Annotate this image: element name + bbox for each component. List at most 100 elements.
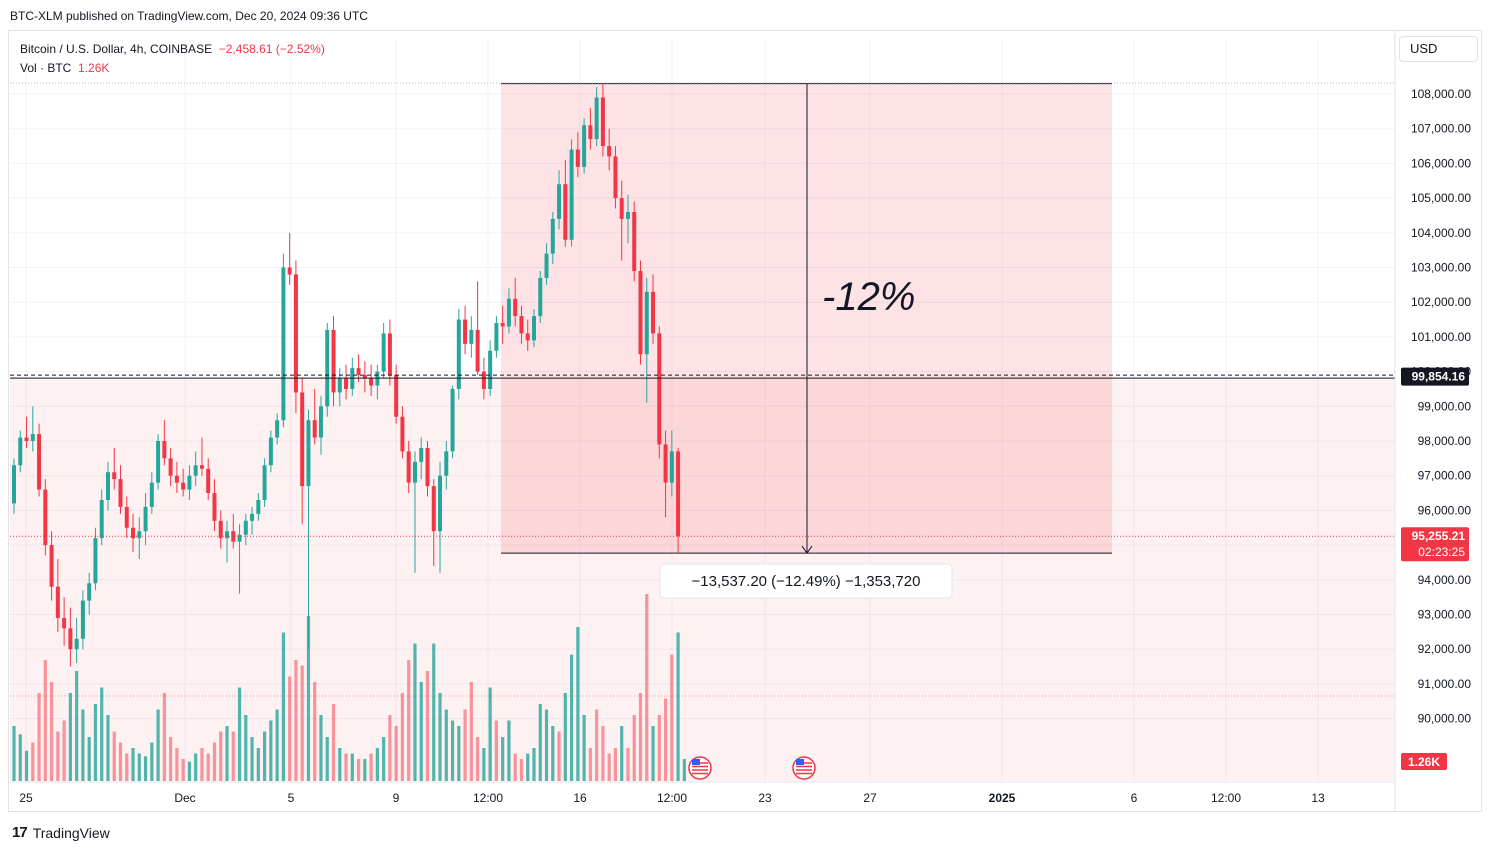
volume-bar	[187, 761, 192, 781]
volume-bar	[576, 627, 580, 781]
volume-bar	[595, 709, 599, 781]
time-tick-label: 25	[19, 791, 33, 805]
candle-body	[337, 378, 342, 393]
volume-bar	[369, 753, 373, 781]
tradingview-logo-icon: 17	[12, 824, 28, 841]
volume-bar	[532, 748, 536, 781]
candle-body	[513, 298, 518, 317]
volume-bar	[31, 742, 35, 781]
reference-price-label: 99,854.16	[1412, 370, 1466, 384]
candle-body	[137, 531, 142, 539]
candle-body	[362, 375, 367, 379]
volume-bar	[682, 759, 686, 781]
candle-body	[87, 583, 92, 601]
volume-bar	[125, 753, 129, 781]
candle-body	[456, 319, 461, 389]
candle-body	[174, 475, 179, 483]
volume-bar	[93, 704, 98, 781]
time-tick-label: 12:00	[473, 791, 503, 805]
candle-body	[281, 267, 286, 421]
chart-frame	[8, 30, 1482, 812]
volume-bar	[306, 616, 311, 781]
time-tick-label: 12:00	[657, 791, 687, 805]
volume-bar	[263, 731, 267, 781]
candle-body	[525, 333, 530, 341]
candle-body	[293, 274, 298, 393]
volume-bar	[250, 737, 254, 781]
volume-bar	[356, 759, 361, 781]
tradingview-brand[interactable]: 17 TradingView	[12, 824, 110, 841]
candle-body	[657, 333, 662, 445]
symbol-line: Bitcoin / U.S. Dollar, 4h, COINBASE −2,4…	[20, 40, 325, 59]
time-tick-label: 16	[573, 791, 587, 805]
volume-bar	[551, 726, 555, 781]
candle-body	[450, 388, 455, 452]
volume-bar	[538, 704, 542, 781]
candle-body	[168, 458, 173, 476]
candle-body	[475, 329, 480, 372]
candle-body	[49, 545, 54, 587]
symbol-name: Bitcoin / U.S. Dollar, 4h, COINBASE	[20, 42, 213, 56]
candle-body	[131, 527, 136, 539]
candle-body	[438, 475, 443, 532]
candle-body	[550, 218, 555, 254]
volume-bar	[87, 737, 91, 781]
candle-body	[381, 333, 386, 372]
volume-bar	[225, 726, 229, 781]
volume-bar	[375, 748, 379, 781]
volume-bar	[56, 731, 60, 781]
volume-bar	[557, 731, 561, 781]
reference-price-badge	[1401, 367, 1469, 386]
candle-body	[156, 441, 161, 483]
volume-bar	[563, 693, 567, 781]
volume-bar	[300, 665, 304, 781]
candle-body	[112, 472, 117, 480]
volume-label: Vol · BTC	[20, 61, 72, 75]
candle-body	[506, 298, 511, 327]
candle-body	[557, 184, 562, 219]
price-tick-label: 101,000.00	[1411, 330, 1471, 344]
volume-bar	[438, 693, 442, 781]
candle-body	[481, 371, 486, 389]
candle-body	[237, 534, 242, 542]
candle-body	[143, 506, 148, 532]
candle-body	[12, 465, 16, 504]
volume-bar	[24, 750, 29, 781]
volume-bar	[620, 726, 624, 781]
candle-body	[406, 451, 411, 483]
candle-body	[538, 277, 543, 317]
currency-button[interactable]: USD	[1399, 36, 1478, 62]
candle-body	[400, 416, 405, 452]
price-tick-label: 102,000.00	[1411, 295, 1471, 309]
volume-bar	[331, 704, 336, 781]
volume-bar	[663, 698, 668, 781]
percent-annotation: -12%	[822, 275, 915, 319]
volume-bar	[582, 715, 586, 781]
volume-bar	[75, 671, 79, 781]
volume-bar	[206, 753, 210, 781]
candle-body	[469, 329, 474, 344]
chart-legend: Bitcoin / U.S. Dollar, 4h, COINBASE −2,4…	[20, 40, 325, 78]
candle-body	[644, 291, 649, 355]
candle-body	[99, 499, 104, 539]
candle-body	[68, 628, 73, 650]
volume-bar	[212, 742, 217, 781]
candle-body	[531, 316, 536, 341]
volume-bar	[482, 748, 486, 781]
brand-name: TradingView	[32, 824, 110, 841]
candle-body	[419, 447, 424, 462]
time-tick-label: 5	[288, 791, 295, 805]
price-change: −2,458.61 (−2.52%)	[218, 42, 325, 56]
candle-body	[331, 329, 336, 393]
volume-bar	[325, 737, 329, 781]
candle-body	[444, 451, 449, 476]
candle-body	[149, 482, 154, 507]
volume-bar	[231, 731, 235, 781]
candle-body	[55, 586, 60, 618]
volume-bar	[607, 753, 611, 781]
candle-body	[43, 489, 48, 546]
price-tick-label: 93,000.00	[1418, 608, 1472, 622]
volume-bar	[400, 693, 405, 781]
volume-bar	[49, 682, 54, 781]
